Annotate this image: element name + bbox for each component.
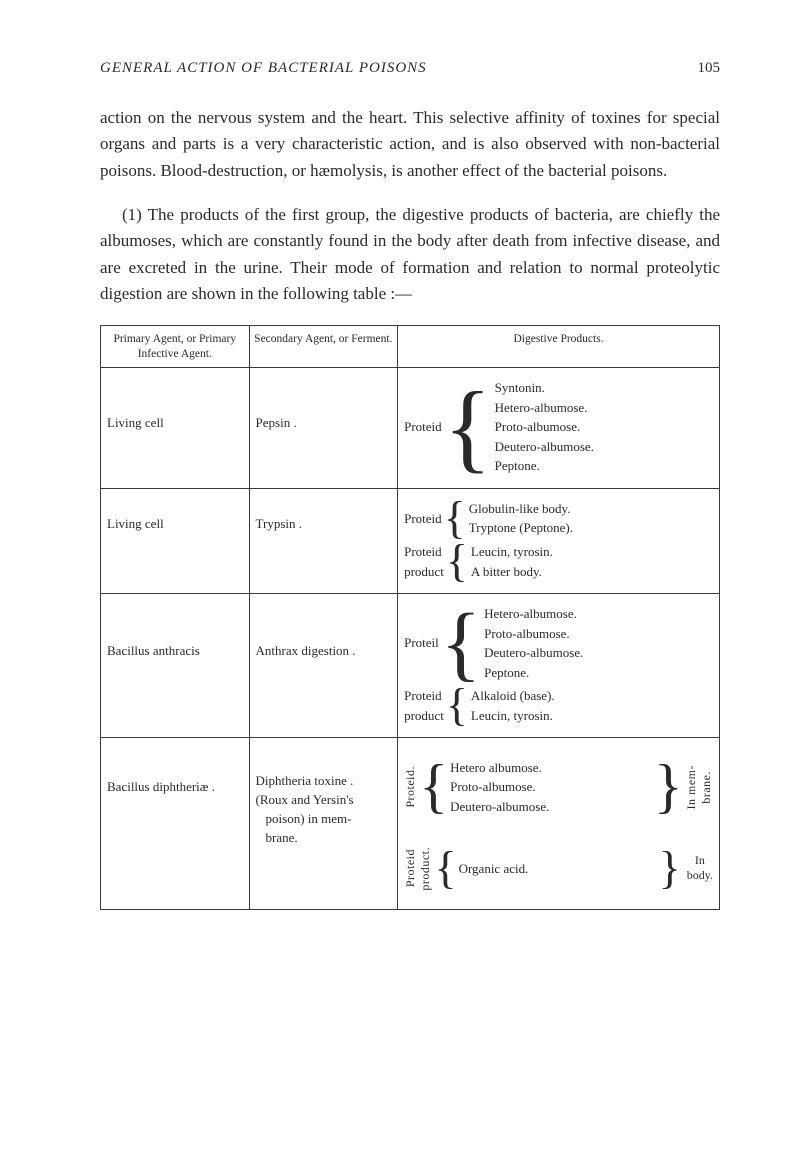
product-item: Leucin, tyrosin. [471,542,553,562]
product-item: Globulin-like body. [469,499,573,519]
brace-items: Organic acid. [459,860,657,878]
vertical-label-text: product. [419,847,432,891]
ferment-line: brane. [256,829,392,848]
vertical-label-text: Proteid. [404,766,417,808]
cell-products: Proteil { Hetero-albumose. Proto-albumos… [398,594,720,738]
agent-text: Living cell [107,376,243,432]
left-brace-icon: { [446,687,471,724]
header-digestive-products: Digestive Products. [398,326,720,368]
page-number: 105 [698,60,721,77]
paragraph-2-text: The products of the first group, the dig… [100,205,720,303]
paragraph-2-lead: (1) [122,205,142,224]
paragraph-1-text: action on the nervous system and the hea… [100,108,720,180]
product-item: Proto-albumose. [484,624,583,644]
cell-products: Proteid { Globulin-like body. Tryptone (… [398,488,720,593]
product-item: Organic acid. [459,860,657,878]
left-brace-icon: { [446,543,471,580]
left-brace-icon: { [441,610,484,677]
left-brace-icon: { [434,837,456,899]
ferment-line: Diphtheria toxine . [256,772,392,791]
right-brace-icon: } [659,837,681,899]
side-label: In body. [683,853,713,883]
product-item: Leucin, tyrosin. [471,706,555,726]
brace-items: Syntonin. Hetero-albumose. Proto-albumos… [495,378,594,476]
leadin-line: Proteid [404,542,444,562]
digestion-table: Primary Agent, or Primary Infective Agen… [100,325,720,910]
table-header-row: Primary Agent, or Primary Infective Agen… [101,326,720,368]
agent-text: Bacillus anthracis [107,602,243,660]
ferment-text: Anthrax digestion . [256,602,392,660]
brace-items: Globulin-like body. Tryptone (Peptone). [469,499,573,538]
brace-leadin: Proteid [404,418,444,436]
leadin-line: Proteid [404,686,444,706]
brace-items: Leucin, tyrosin. A bitter body. [471,542,553,581]
cell-ferment: Anthrax digestion . [249,594,398,738]
vertical-label: Proteid. [404,746,417,827]
left-brace-icon: { [444,500,469,537]
brace-leadin: Proteil [404,634,441,652]
ferment-text: Trypsin . [256,497,392,533]
brace-items: Hetero-albumose. Proto-albumose. Deutero… [484,604,583,682]
ferment-line: poison) in mem- [256,810,392,829]
cell-products: Proteid. { Hetero albumose. Proto-albumo… [398,738,720,910]
side-label-line: In mem- [685,765,698,810]
product-item: A bitter body. [471,562,553,582]
product-item: Peptone. [495,456,594,476]
cell-ferment: Trypsin . [249,488,398,593]
cell-agent: Living cell [101,488,250,593]
agent-text: Bacillus diphtheriæ . [107,746,243,796]
side-label-line: brane. [700,771,713,804]
side-label-line: In [687,853,713,868]
table-row: Bacillus diphtheriæ . Diphtheria toxine … [101,738,720,910]
cell-products: Proteid { Syntonin. Hetero-albumose. Pro… [398,368,720,489]
cell-ferment: Diphtheria toxine . (Roux and Yersin's p… [249,738,398,910]
leadin-line: product [404,562,444,582]
side-label-line: body. [687,868,713,883]
product-item: Hetero-albumose. [495,398,594,418]
brace-leadin-stack: Proteid product [404,542,446,581]
side-label: brane. [700,746,713,827]
header-secondary-agent: Secondary Agent, or Ferment. [249,326,398,368]
cell-agent: Living cell [101,368,250,489]
product-item: Deutero-albumose. [484,643,583,663]
ferment-text: Pepsin . [256,376,392,432]
ferment-line: (Roux and Yersin's [256,791,392,810]
left-brace-icon: { [444,387,495,467]
product-item: Hetero albumose. [450,758,652,778]
cell-agent: Bacillus diphtheriæ . [101,738,250,910]
agent-text: Living cell [107,497,243,533]
paragraph-1: action on the nervous system and the hea… [100,105,720,184]
running-head: GENERAL ACTION OF BACTERIAL POISONS 105 [100,60,720,77]
product-item: Peptone. [484,663,583,683]
product-item: Proto-albumose. [450,777,652,797]
paragraph-2: (1) The products of the first group, the… [100,202,720,307]
cell-ferment: Pepsin . [249,368,398,489]
ferment-lines: Diphtheria toxine . (Roux and Yersin's p… [256,746,392,848]
product-item: Deutero-albumose. [495,437,594,457]
table-row: Bacillus anthracis Anthrax digestion . P… [101,594,720,738]
cell-agent: Bacillus anthracis [101,594,250,738]
table-row: Living cell Trypsin . Proteid { Globulin… [101,488,720,593]
vertical-label: Proteid [404,837,417,899]
product-item: Tryptone (Peptone). [469,518,573,538]
header-primary-agent: Primary Agent, or Primary Infective Agen… [101,326,250,368]
brace-items: Hetero albumose. Proto-albumose. Deutero… [450,758,652,817]
product-item: Hetero-albumose. [484,604,583,624]
vertical-label: product. [419,837,432,899]
table-row: Living cell Pepsin . Proteid { Syntonin.… [101,368,720,489]
running-title: GENERAL ACTION OF BACTERIAL POISONS [100,60,427,77]
left-brace-icon: { [419,746,448,827]
leadin-line: product [404,706,444,726]
brace-items: Alkaloid (base). Leucin, tyrosin. [471,686,555,725]
product-item: Alkaloid (base). [471,686,555,706]
side-label: In mem- [685,746,698,827]
product-item: Deutero-albumose. [450,797,652,817]
product-item: Proto-albumose. [495,417,594,437]
right-brace-icon: } [654,746,683,827]
vertical-label-text: Proteid [404,849,417,887]
product-item: Syntonin. [495,378,594,398]
brace-leadin: Proteid [404,510,444,528]
brace-leadin-stack: Proteid product [404,686,446,725]
